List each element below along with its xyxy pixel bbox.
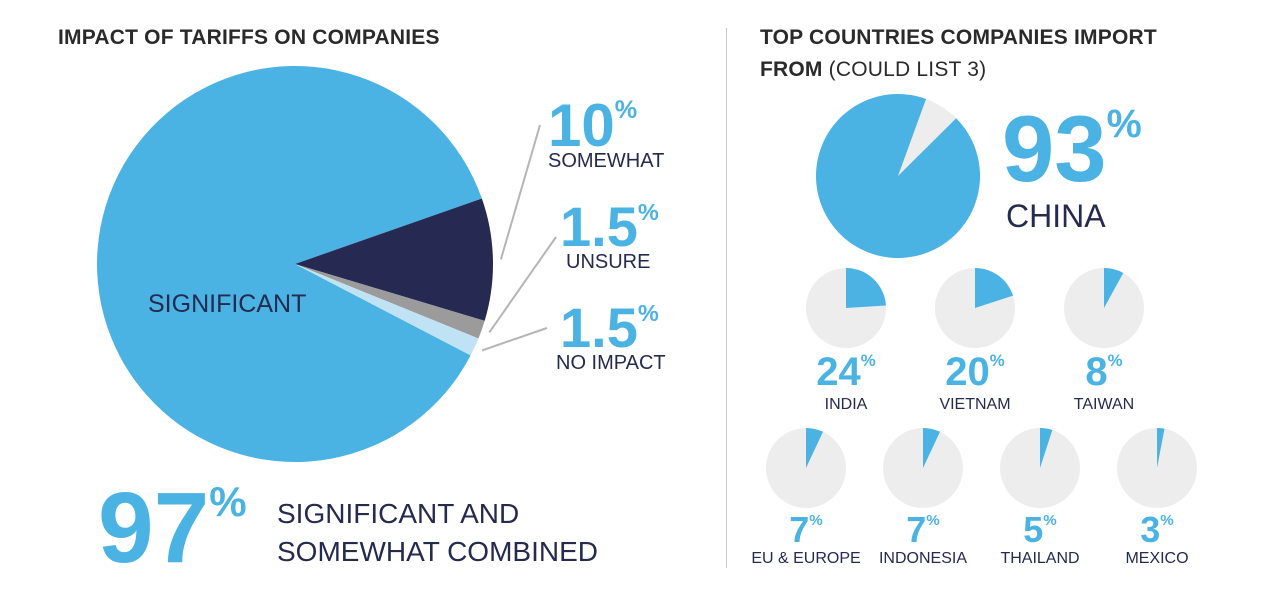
right-chart-title-line1: TOP COUNTRIES COMPANIES IMPORT	[760, 26, 1157, 49]
unsure-name-label: UNSURE	[566, 251, 651, 273]
country-pie-group	[766, 94, 1197, 508]
pie-slice-mexico	[1157, 428, 1165, 468]
section-divider	[726, 28, 727, 568]
pie-slice-eu-and-europe	[806, 428, 824, 468]
no-impact-name-label: NO IMPACT	[556, 352, 666, 374]
leader-line-unsure	[488, 236, 557, 333]
pie-slice-indonesia	[923, 428, 941, 468]
country-value-label-vietnam: 20%	[945, 350, 1005, 394]
somewhat-name-label: SOMEWHAT	[548, 150, 665, 172]
country-name-label-indonesia: INDONESIA	[878, 550, 967, 567]
right-chart-title-line2: FROM (COULD LIST 3)	[760, 58, 987, 81]
combined-label-line1: SIGNIFICANT AND	[277, 498, 520, 529]
country-value-label-eu-and-europe: 7%	[789, 509, 823, 550]
pie-slice-no-impact	[295, 264, 479, 356]
pie-slice-vietnam	[975, 268, 1014, 308]
pie-slice-taiwan	[1104, 268, 1124, 308]
significant-name-label: SIGNIFICANT	[148, 290, 307, 318]
no-impact-value-label: 1.5%	[560, 296, 659, 359]
impact-pie-chart	[96, 66, 557, 463]
pie-slice-significant	[96, 66, 482, 463]
china-value-label: 93%	[1002, 96, 1142, 201]
country-value-label-indonesia: 7%	[906, 509, 940, 550]
impact-leader-lines	[481, 124, 557, 352]
country-name-label-mexico: MEXICO	[1125, 550, 1189, 567]
country-value-label-mexico: 3%	[1140, 509, 1174, 550]
country-name-label-india: INDIA	[824, 396, 868, 413]
leader-line-somewhat	[499, 124, 541, 260]
pie-slice-somewhat	[295, 198, 493, 321]
pie-slice-unsure	[295, 264, 485, 339]
pie-slice-india	[846, 268, 886, 308]
combined-value-label: 97%	[98, 472, 247, 584]
combined-label-line2: SOMEWHAT COMBINED	[277, 536, 598, 567]
leader-line-no-impact	[481, 327, 548, 352]
somewhat-value-label: 10%	[548, 92, 638, 159]
country-value-label-india: 24%	[816, 350, 876, 394]
country-name-label-vietnam: VIETNAM	[939, 396, 1011, 413]
country-name-label-thailand: THAILAND	[1000, 550, 1080, 567]
significant-value-label: 87%	[148, 184, 297, 296]
unsure-value-label: 1.5%	[560, 195, 659, 258]
pie-slice-china	[815, 94, 980, 259]
pie-slice-thailand	[1040, 428, 1053, 468]
country-value-label-thailand: 5%	[1023, 509, 1057, 550]
left-chart-title: IMPACT OF TARIFFS ON COMPANIES	[58, 26, 440, 49]
country-value-label-taiwan: 8%	[1085, 350, 1123, 394]
countries-pie-charts	[766, 94, 1197, 508]
country-name-label-eu-and-europe: EU & EUROPE	[751, 550, 861, 567]
china-name-label: CHINA	[1006, 198, 1106, 234]
country-name-label-taiwan: TAIWAN	[1073, 396, 1135, 413]
impact-pie-slices	[96, 66, 493, 463]
